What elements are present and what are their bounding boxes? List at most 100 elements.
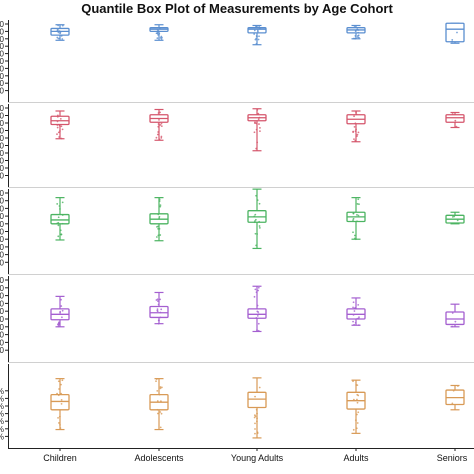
- sample-point: [57, 416, 59, 419]
- sample-point: [158, 198, 161, 201]
- sample-point: [354, 321, 357, 324]
- sample-point: [61, 379, 64, 382]
- sample-point: [58, 136, 61, 138]
- sample-point: [354, 307, 357, 309]
- sample-point: [156, 308, 159, 311]
- x-tick-label: Adolescents: [134, 453, 184, 463]
- sample-point: [60, 125, 63, 128]
- sample-point: [160, 135, 163, 138]
- sample-point: [255, 147, 258, 150]
- sample-point: [256, 329, 258, 332]
- sample-point: [157, 131, 160, 133]
- category-axis: Children Adolescents Young Adults Adults Sen…: [8, 448, 474, 463]
- x-tick-label: Children: [43, 453, 77, 463]
- sample-point: [354, 130, 357, 133]
- sample-point: [60, 298, 62, 301]
- sample-point: [58, 37, 61, 40]
- sample-point: [159, 316, 162, 319]
- sample-point: [56, 126, 59, 129]
- sample-point: [356, 36, 359, 39]
- sample-point: [257, 313, 260, 316]
- box-adolescents: [149, 24, 169, 41]
- y-tick-label: 0: [0, 42, 5, 51]
- sample-point: [455, 125, 458, 128]
- sample-point: [353, 323, 355, 326]
- sample-point: [155, 32, 158, 35]
- sample-point: [157, 300, 159, 302]
- sample-point: [352, 380, 354, 383]
- box-adolescents: [149, 378, 169, 431]
- iqr-box: [445, 114, 465, 123]
- sample-point: [353, 310, 356, 312]
- sample-point: [352, 212, 355, 215]
- sample-point: [61, 316, 63, 319]
- y-tick-label: 0: [0, 197, 5, 206]
- sample-point: [255, 316, 258, 319]
- y-tick-label: %: [0, 417, 4, 426]
- box-adults: [346, 110, 366, 143]
- sample-point: [56, 222, 59, 225]
- sample-point: [352, 301, 355, 304]
- sample-point: [254, 432, 256, 435]
- sample-point: [257, 38, 260, 41]
- sample-point: [56, 392, 58, 395]
- sample-point: [60, 233, 63, 236]
- sample-point: [158, 32, 161, 35]
- y-tick-label: 0: [0, 251, 5, 260]
- sample-point: [255, 37, 258, 40]
- sample-point: [158, 227, 161, 230]
- sample-point: [158, 217, 161, 219]
- sample-point: [256, 233, 259, 235]
- sample-point: [58, 388, 60, 390]
- sample-point: [352, 219, 354, 222]
- box-seniors: [445, 303, 465, 328]
- sample-point: [157, 123, 160, 125]
- sample-point: [57, 325, 60, 328]
- sample-point: [255, 244, 258, 247]
- x-tick-label: Adults: [343, 453, 369, 463]
- y-tick-label: %: [0, 387, 4, 396]
- sample-point: [451, 113, 454, 115]
- sample-point: [352, 398, 355, 401]
- sample-point: [159, 204, 162, 207]
- sample-point: [156, 389, 159, 392]
- sample-point: [157, 303, 160, 306]
- y-tick-label: 0: [0, 292, 5, 301]
- box-seniors: [445, 211, 465, 225]
- sample-point: [56, 203, 59, 205]
- sample-point: [56, 124, 59, 126]
- sample-point: [159, 426, 162, 429]
- sample-point: [354, 139, 357, 142]
- y-tick-label: 0: [0, 299, 5, 308]
- y-tick-label: 0: [0, 119, 5, 128]
- y-tick-label: 0: [0, 346, 5, 355]
- y-tick-label: 0: [0, 149, 5, 158]
- box-young-adults: [247, 377, 267, 439]
- sample-point: [253, 131, 256, 134]
- sample-point: [353, 237, 356, 240]
- sample-point: [255, 128, 258, 131]
- sample-point: [57, 28, 59, 31]
- sample-point: [357, 198, 360, 201]
- sample-point: [256, 420, 258, 423]
- iqr-box: [149, 305, 169, 319]
- sample-point: [354, 35, 357, 37]
- y-tick-label: 0: [0, 323, 5, 332]
- iqr-box: [247, 308, 267, 319]
- y-tick-label: 0: [0, 142, 5, 151]
- y-tick-label: 0: [0, 72, 5, 81]
- sample-point: [59, 32, 61, 35]
- y-tick-label: 0: [0, 338, 5, 347]
- sample-point: [157, 319, 160, 322]
- sample-point: [254, 218, 257, 221]
- sample-point: [357, 303, 360, 306]
- sample-point: [57, 216, 60, 219]
- sample-point: [58, 422, 60, 424]
- sample-point: [60, 402, 63, 405]
- sample-point: [157, 213, 160, 216]
- sample-point: [258, 116, 261, 119]
- sample-point: [256, 304, 259, 307]
- sample-point: [353, 115, 355, 118]
- sample-point: [156, 400, 159, 402]
- box-young-adults: [247, 24, 267, 46]
